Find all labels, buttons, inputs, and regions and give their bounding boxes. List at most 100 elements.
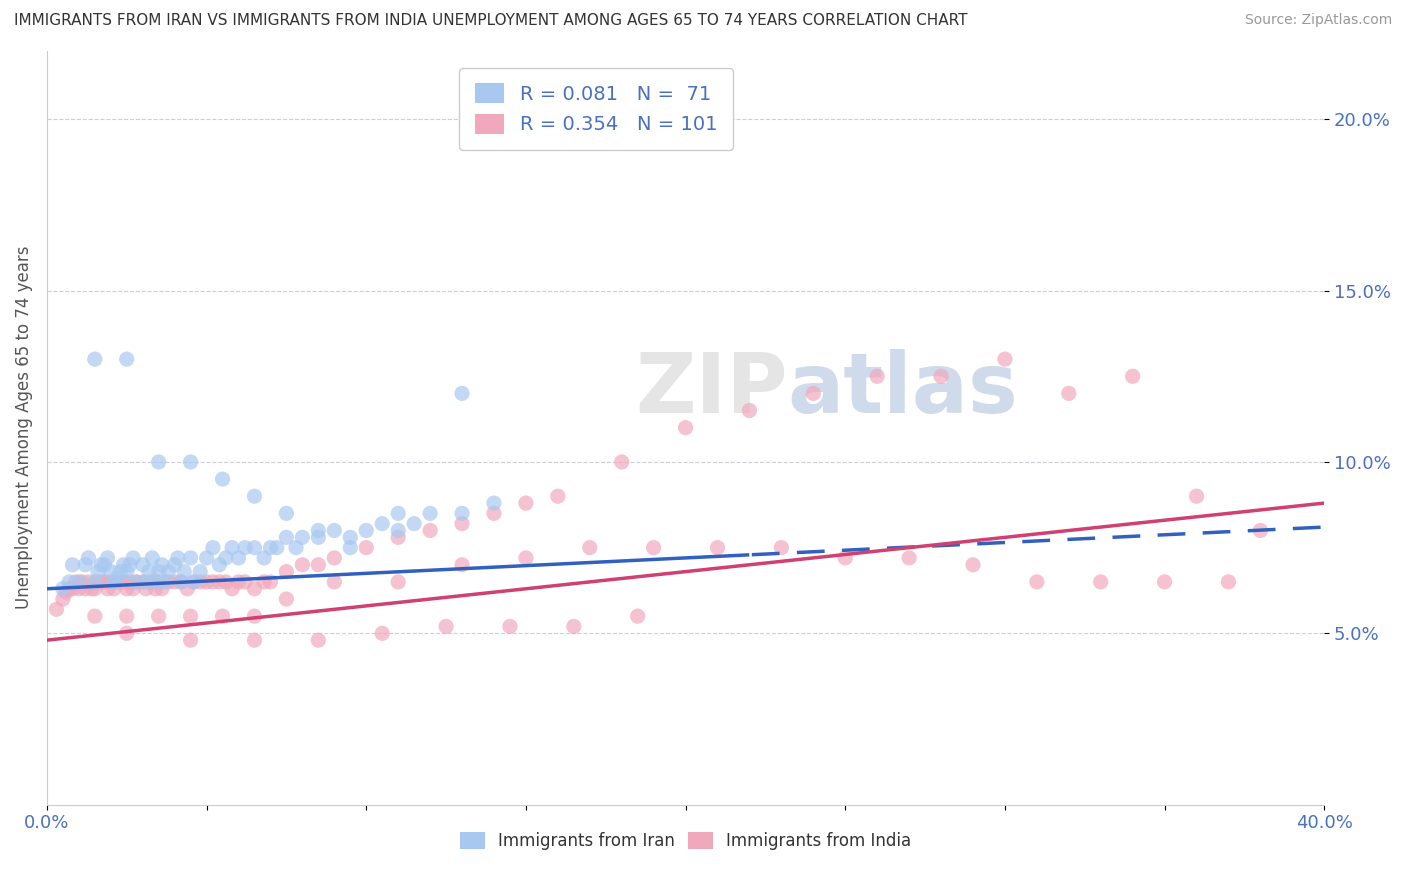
Point [77, 574, 100, 589]
Point [87, 565, 110, 579]
Point [148, 565, 170, 579]
Point [83, 352, 105, 367]
Point [157, 574, 180, 589]
Legend: R = 0.081   N =  71, R = 0.354   N = 101: R = 0.081 N = 71, R = 0.354 N = 101 [460, 68, 733, 150]
Point [215, 574, 238, 589]
Point [323, 550, 346, 565]
Point [77, 550, 100, 565]
Point [80, 582, 103, 596]
Point [243, 541, 266, 555]
Point [547, 489, 569, 503]
Point [55, 585, 77, 599]
Point [482, 507, 505, 521]
Point [419, 507, 441, 521]
Point [180, 633, 202, 648]
Point [339, 541, 361, 555]
Point [103, 582, 125, 596]
Point [578, 541, 600, 555]
Point [138, 565, 160, 579]
Point [100, 565, 122, 579]
Point [141, 574, 163, 589]
Point [515, 496, 537, 510]
Point [228, 574, 250, 589]
Point [307, 524, 329, 538]
Point [706, 541, 728, 555]
Point [65, 574, 87, 589]
Point [201, 541, 224, 555]
Point [253, 574, 276, 589]
Point [208, 574, 231, 589]
Point [131, 558, 153, 572]
Point [105, 574, 128, 589]
Point [90, 574, 112, 589]
Point [105, 572, 128, 586]
Point [163, 558, 186, 572]
Point [180, 455, 202, 469]
Point [770, 541, 793, 555]
Point [562, 619, 585, 633]
Point [1057, 386, 1080, 401]
Point [307, 530, 329, 544]
Point [994, 352, 1017, 367]
Point [118, 574, 141, 589]
Point [67, 582, 90, 596]
Text: IMMIGRANTS FROM IRAN VS IMMIGRANTS FROM INDIA UNEMPLOYMENT AMONG AGES 65 TO 74 Y: IMMIGRANTS FROM IRAN VS IMMIGRANTS FROM … [14, 13, 967, 29]
Point [52, 592, 75, 607]
Point [62, 558, 84, 572]
Text: Source: ZipAtlas.com: Source: ZipAtlas.com [1244, 13, 1392, 28]
Point [221, 582, 243, 596]
Point [97, 550, 120, 565]
Point [233, 574, 256, 589]
Point [188, 565, 211, 579]
Point [163, 574, 186, 589]
Point [173, 565, 195, 579]
Point [801, 386, 824, 401]
Point [148, 574, 170, 589]
Point [1153, 574, 1175, 589]
Point [962, 558, 984, 572]
Point [183, 574, 205, 589]
Text: ZIP: ZIP [636, 350, 787, 431]
Text: atlas: atlas [787, 350, 1018, 431]
Point [62, 582, 84, 596]
Point [112, 574, 135, 589]
Point [1090, 574, 1112, 589]
Point [112, 558, 135, 572]
Point [323, 574, 346, 589]
Point [180, 609, 202, 624]
Point [243, 633, 266, 648]
Point [276, 530, 298, 544]
Point [387, 524, 409, 538]
Point [176, 582, 198, 596]
Point [153, 574, 176, 589]
Point [291, 558, 314, 572]
Point [253, 550, 276, 565]
Point [323, 524, 346, 538]
Point [135, 574, 157, 589]
Point [451, 507, 474, 521]
Point [115, 582, 138, 596]
Point [434, 619, 457, 633]
Point [58, 574, 80, 589]
Point [482, 496, 505, 510]
Point [118, 558, 141, 572]
Point [307, 633, 329, 648]
Point [170, 574, 193, 589]
Point [100, 574, 122, 589]
Point [141, 550, 163, 565]
Point [93, 574, 115, 589]
Point [45, 602, 67, 616]
Point [738, 403, 761, 417]
Point [834, 550, 856, 565]
Point [208, 558, 231, 572]
Point [145, 582, 167, 596]
Point [515, 550, 537, 565]
Point [150, 582, 173, 596]
Point [266, 541, 288, 555]
Point [83, 609, 105, 624]
Point [243, 609, 266, 624]
Point [387, 574, 409, 589]
Point [166, 550, 188, 565]
Point [87, 574, 110, 589]
Point [115, 609, 138, 624]
